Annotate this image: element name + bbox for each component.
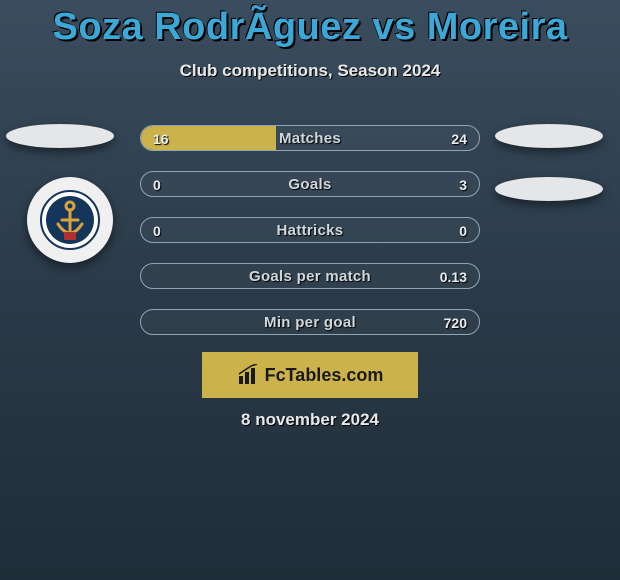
stat-row: Goals per match 0.13 bbox=[140, 263, 480, 289]
player-logo-right bbox=[495, 124, 603, 148]
stat-label: Hattricks bbox=[277, 218, 344, 243]
stats-rows: 16 Matches 24 0 Goals 3 0 Hattricks 0 Go… bbox=[140, 125, 480, 355]
stat-label: Matches bbox=[279, 126, 341, 151]
brand-box[interactable]: FcTables.com bbox=[202, 352, 418, 398]
club-badge-left bbox=[27, 177, 113, 263]
stat-right-value: 0 bbox=[459, 218, 467, 243]
brand-label: FcTables.com bbox=[265, 365, 384, 386]
stat-label: Goals bbox=[288, 172, 331, 197]
stat-left-value: 0 bbox=[153, 218, 161, 243]
stat-right-value: 0.13 bbox=[440, 264, 467, 289]
bar-chart-icon bbox=[237, 364, 259, 386]
stat-row: 0 Hattricks 0 bbox=[140, 217, 480, 243]
stat-label: Goals per match bbox=[249, 264, 371, 289]
stat-right-value: 24 bbox=[451, 126, 467, 151]
stat-label: Min per goal bbox=[264, 310, 356, 335]
stat-row: Min per goal 720 bbox=[140, 309, 480, 335]
stat-right-value: 3 bbox=[459, 172, 467, 197]
stat-left-value: 0 bbox=[153, 172, 161, 197]
player-logo-left bbox=[6, 124, 114, 148]
player-logo-right-2 bbox=[495, 177, 603, 201]
stat-right-value: 720 bbox=[444, 310, 467, 335]
date-text: 8 november 2024 bbox=[0, 410, 620, 430]
page-title: Soza RodrÃ­guez vs Moreira bbox=[0, 0, 620, 49]
page-subtitle: Club competitions, Season 2024 bbox=[0, 61, 620, 81]
stat-row: 16 Matches 24 bbox=[140, 125, 480, 151]
anchor-badge-icon bbox=[40, 190, 100, 250]
stat-left-value: 16 bbox=[153, 126, 169, 151]
stat-row: 0 Goals 3 bbox=[140, 171, 480, 197]
